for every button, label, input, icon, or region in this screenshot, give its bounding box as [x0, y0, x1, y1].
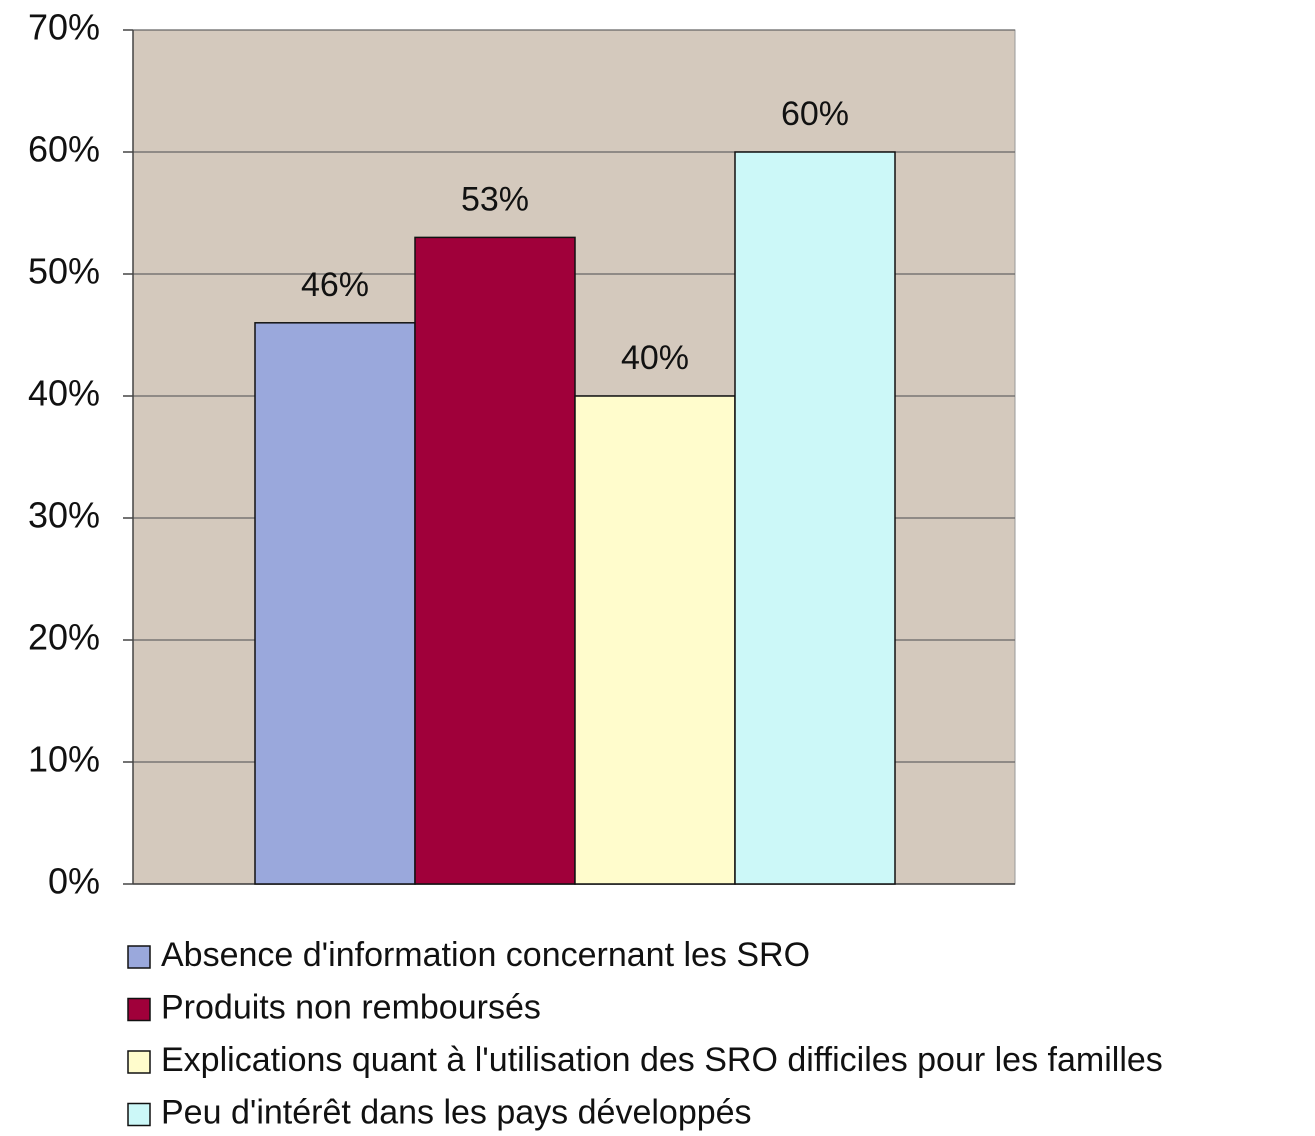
legend-label: Absence d'information concernant les SRO [161, 936, 810, 974]
y-tick-label: 20% [28, 617, 100, 658]
y-tick-label: 50% [28, 251, 100, 292]
y-tick-label: 0% [48, 861, 100, 902]
legend-swatch [127, 945, 151, 969]
data-label: 40% [621, 339, 689, 377]
data-label: 60% [781, 95, 849, 133]
legend-swatch [127, 1102, 151, 1127]
legend-label: Explications quant à l'utilisation des S… [161, 1041, 1163, 1079]
y-tick-label: 60% [28, 129, 100, 170]
y-tick-label: 70% [28, 7, 100, 48]
y-tick-label: 10% [28, 739, 100, 780]
bar [254, 322, 416, 885]
y-tick-label: 30% [28, 495, 100, 536]
bar [414, 236, 576, 885]
legend-label: Produits non remboursés [161, 988, 541, 1026]
legend-swatch [127, 997, 151, 1022]
legend-swatch [127, 1050, 151, 1074]
bar [734, 151, 896, 885]
data-label: 46% [301, 266, 369, 304]
data-label: 53% [461, 180, 529, 218]
bar [574, 395, 736, 885]
y-tick-label: 40% [28, 373, 100, 414]
legend-label: Peu d'intérêt dans les pays développés [161, 1093, 752, 1131]
